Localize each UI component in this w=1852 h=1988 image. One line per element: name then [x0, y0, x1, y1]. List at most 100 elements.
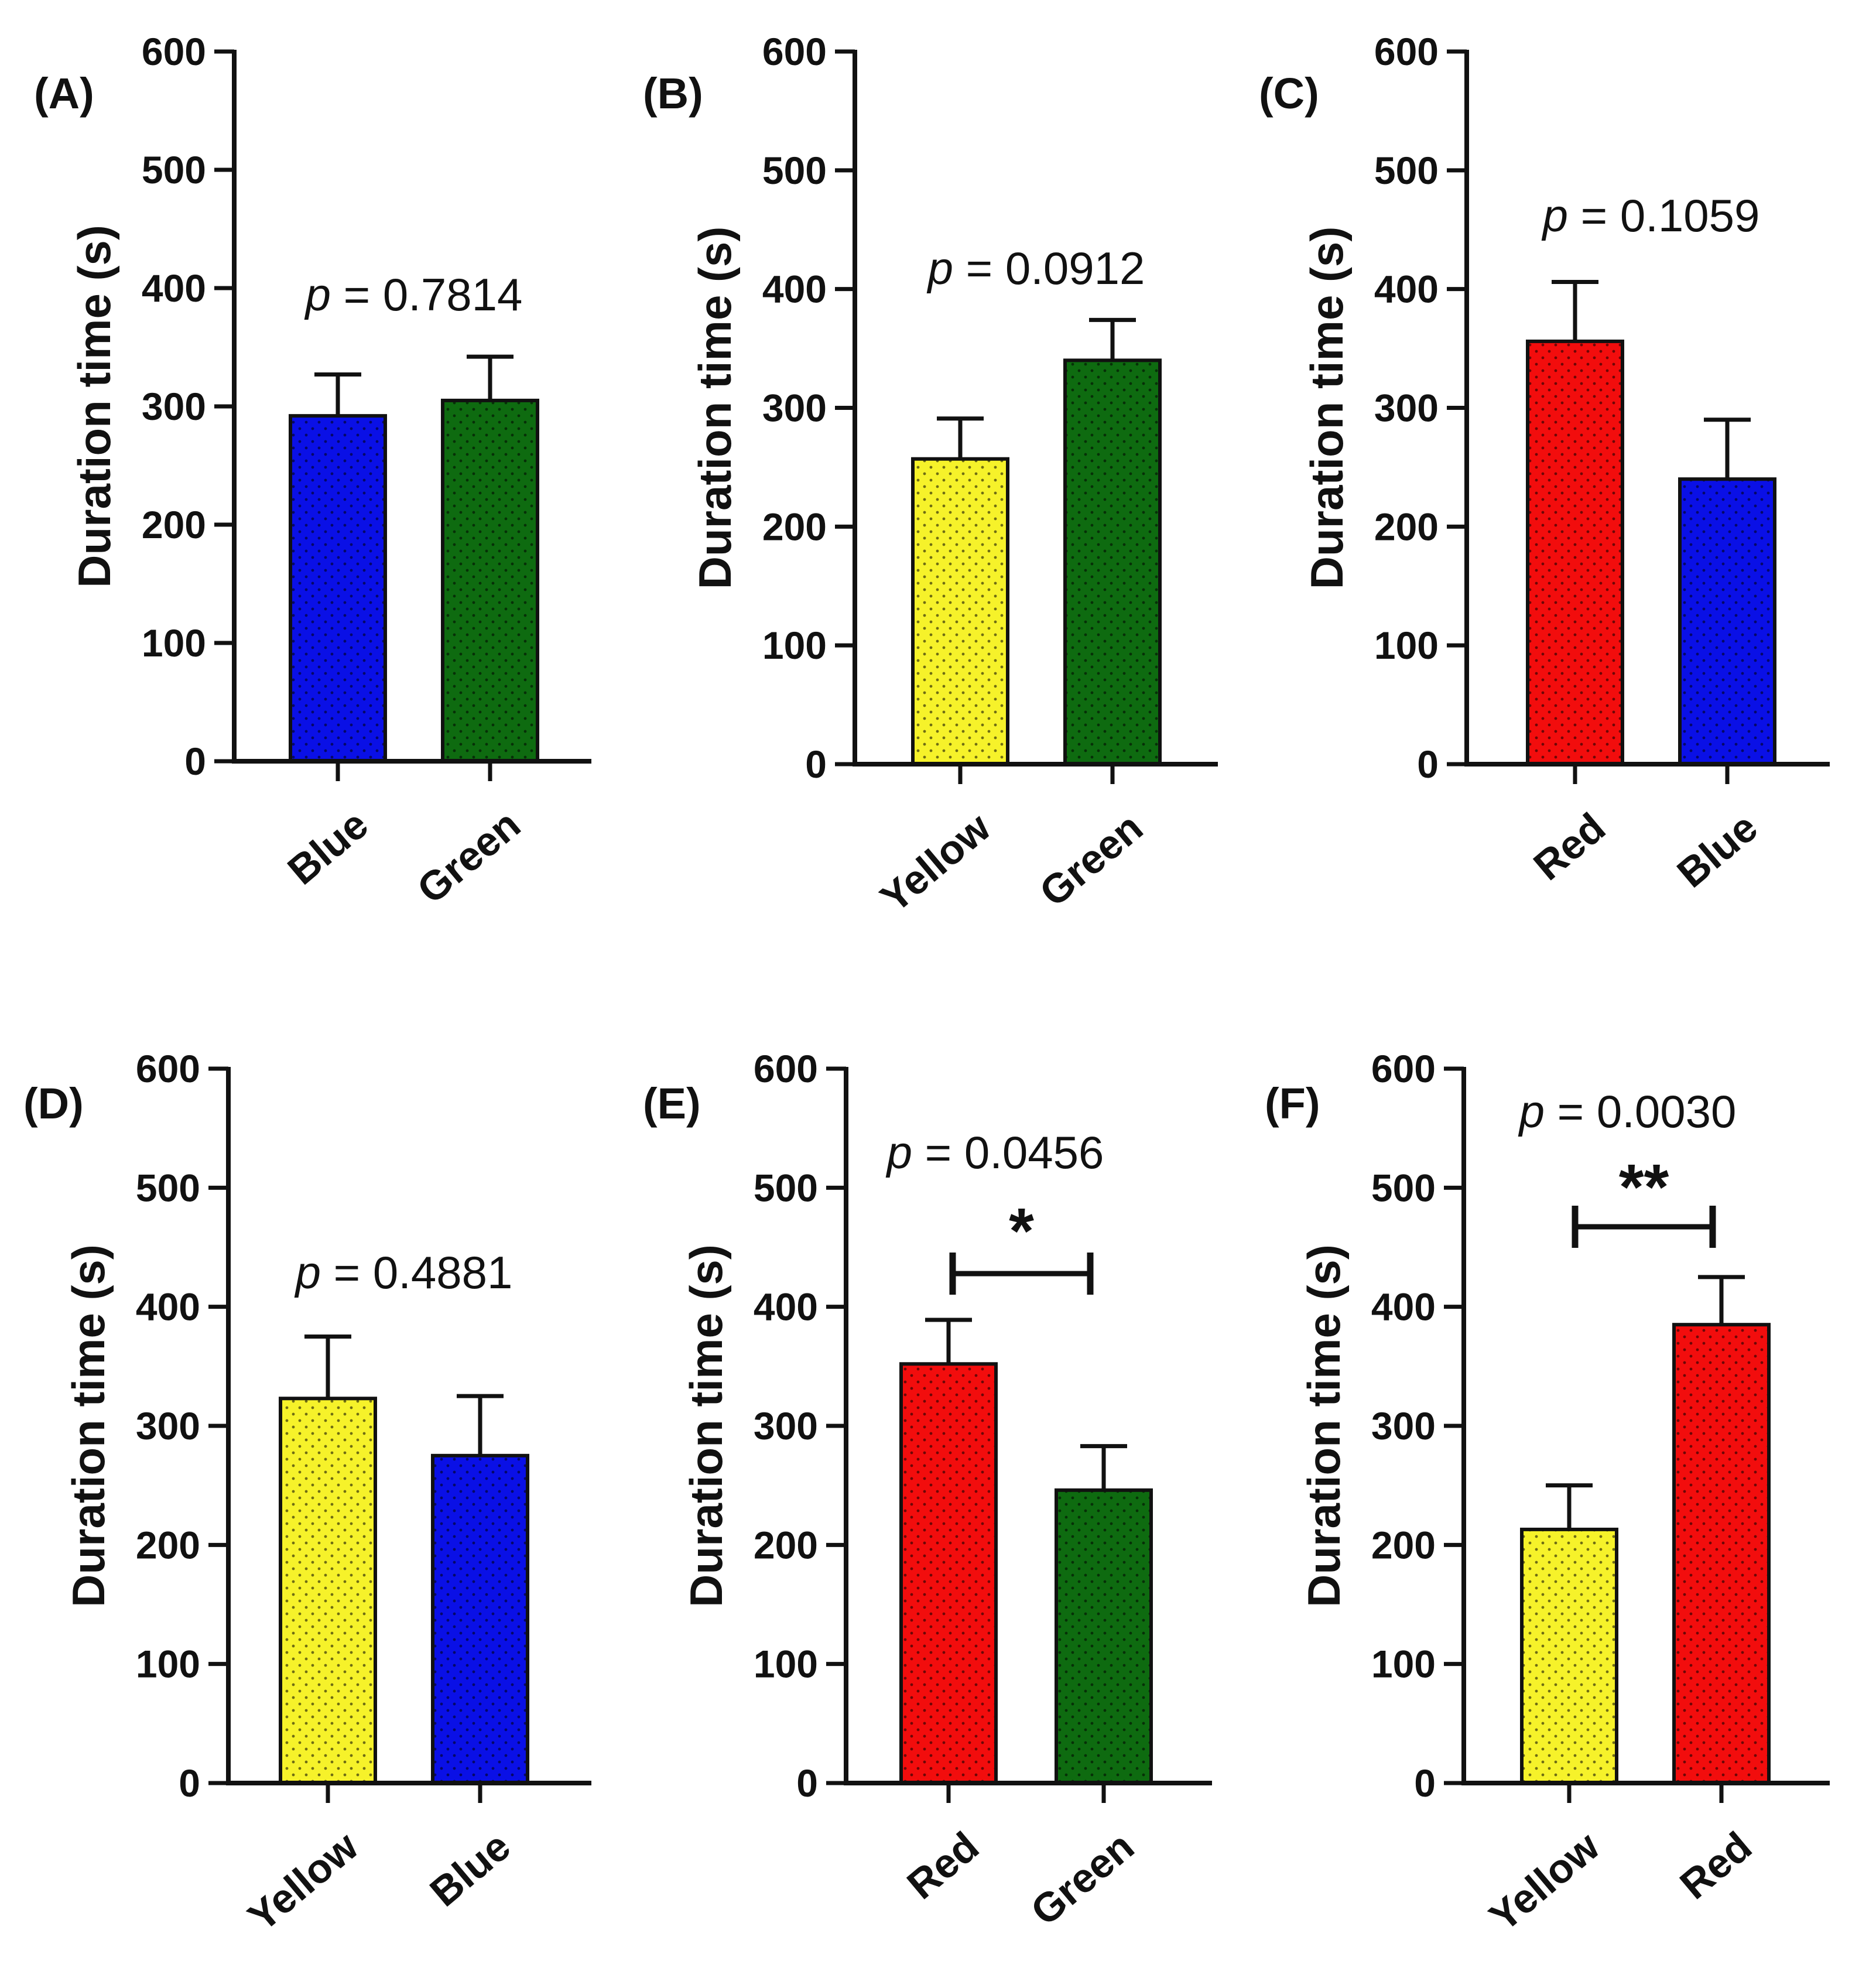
chart-panel-6: (F) Duration time (s) Yellow Red 0 100 200 300 4…: [1265, 1047, 1830, 1940]
bar-pattern: [899, 1362, 998, 1785]
bar-pattern: [1526, 339, 1624, 766]
p-value-number: = 0.0456: [912, 1127, 1104, 1178]
y-tick-label: 200: [1374, 505, 1439, 548]
y-axis-title: Duration time (s): [63, 1244, 114, 1607]
y-tick-label: 600: [762, 30, 827, 73]
bar-pattern: [1055, 1488, 1153, 1785]
chart-panel-2: (B) Duration time (s) Yellow Green 0 100 200 30…: [643, 30, 1218, 921]
panel-letter: (D): [23, 1079, 84, 1128]
p-symbol: p: [1542, 190, 1568, 241]
y-tick-label: 100: [754, 1643, 818, 1686]
panel-letter: (F): [1265, 1079, 1320, 1128]
y-tick-label: 600: [1371, 1047, 1436, 1090]
bar-pattern: [1520, 1527, 1618, 1785]
bar-pattern: [289, 414, 387, 763]
y-tick-label: 400: [136, 1285, 200, 1329]
chart-panel-5: (E) Duration time (s) Red Green 0 100 200 300 40…: [643, 1047, 1212, 1934]
y-axis-title: Duration time (s): [69, 225, 120, 588]
y-tick-label: 400: [142, 266, 206, 310]
p-value-label: p = 0.0456: [886, 1127, 1104, 1178]
category-label: Red: [1672, 1823, 1760, 1908]
panel-letter: (B): [643, 69, 703, 118]
p-value-number: = 0.1059: [1568, 190, 1759, 241]
p-symbol: p: [295, 1247, 321, 1298]
significance-mark: **: [1619, 1151, 1669, 1223]
bar-pattern: [1672, 1323, 1771, 1785]
panel-letter: (A): [34, 69, 94, 118]
p-value-number: = 0.0912: [953, 242, 1145, 294]
category-label: Blue: [1669, 804, 1766, 896]
y-tick-label: 100: [1374, 624, 1439, 667]
y-tick-label: 0: [1417, 742, 1439, 786]
y-tick-label: 300: [1371, 1404, 1436, 1448]
y-tick-label: 500: [142, 148, 206, 191]
bar-pattern: [441, 398, 539, 763]
category-label: Green: [1022, 1823, 1142, 1934]
y-tick-label: 600: [1374, 30, 1439, 73]
bar-pattern: [1063, 358, 1162, 766]
y-tick-label: 100: [142, 621, 206, 665]
y-tick-label: 100: [762, 624, 827, 667]
panel-letter: (C): [1259, 69, 1319, 118]
category-label: Green: [409, 801, 529, 912]
y-tick-label: 0: [179, 1761, 200, 1805]
chart-panel-4: (D) Duration time (s) Yellow Blue 0 100 200 300…: [23, 1047, 591, 1940]
p-value-number: = 0.7814: [331, 269, 522, 320]
y-tick-label: 200: [1371, 1523, 1436, 1566]
y-tick-label: 600: [136, 1047, 200, 1090]
y-tick-label: 100: [1371, 1643, 1436, 1686]
y-axis-title: Duration time (s): [689, 227, 741, 590]
panel-letter: (E): [643, 1079, 701, 1128]
y-tick-label: 500: [762, 149, 827, 192]
y-axis-title: Duration time (s): [1301, 227, 1353, 590]
y-tick-label: 500: [1374, 149, 1439, 192]
p-symbol: p: [886, 1127, 912, 1178]
category-label: Yellow: [872, 804, 999, 921]
y-tick-label: 200: [142, 503, 206, 546]
y-tick-label: 300: [136, 1404, 200, 1448]
category-label: Green: [1031, 804, 1151, 915]
p-symbol: p: [304, 269, 331, 320]
category-label: Yellow: [239, 1823, 367, 1940]
y-axis-title: Duration time (s): [680, 1244, 732, 1607]
y-tick-label: 0: [184, 740, 206, 783]
y-tick-label: 500: [136, 1166, 200, 1209]
y-axis-title: Duration time (s): [1298, 1244, 1350, 1607]
chart-panel-1: (A) Duration time (s) Blue Green 0 100 200 300 4…: [34, 30, 591, 912]
p-value-label: p = 0.4881: [295, 1247, 513, 1298]
category-label: Blue: [279, 801, 376, 893]
bar-pattern: [911, 457, 1009, 766]
y-tick-label: 600: [142, 30, 206, 73]
y-tick-label: 200: [136, 1523, 200, 1566]
y-tick-label: 300: [754, 1404, 818, 1448]
y-tick-label: 100: [136, 1643, 200, 1686]
y-tick-label: 400: [754, 1285, 818, 1329]
p-value-label: p = 0.1059: [1542, 190, 1760, 241]
y-tick-label: 400: [1374, 268, 1439, 311]
p-value-label: p = 0.7814: [304, 269, 523, 320]
y-tick-label: 200: [754, 1523, 818, 1566]
y-tick-label: 0: [805, 742, 827, 786]
y-tick-label: 500: [754, 1166, 818, 1209]
y-tick-label: 300: [1374, 386, 1439, 430]
y-tick-label: 400: [1371, 1285, 1436, 1329]
y-tick-label: 0: [1414, 1761, 1436, 1805]
bar-pattern: [431, 1453, 529, 1785]
p-value-label: p = 0.0030: [1518, 1086, 1737, 1137]
y-tick-label: 300: [142, 385, 206, 428]
y-tick-label: 500: [1371, 1166, 1436, 1209]
bar-pattern: [1678, 477, 1776, 766]
y-tick-label: 0: [796, 1761, 818, 1805]
category-label: Blue: [422, 1823, 519, 1915]
p-value-number: = 0.0030: [1545, 1086, 1736, 1137]
y-tick-label: 400: [762, 268, 827, 311]
category-label: Yellow: [1481, 1823, 1608, 1940]
bar-pattern: [279, 1397, 377, 1785]
y-tick-label: 600: [754, 1047, 818, 1090]
y-tick-label: 200: [762, 505, 827, 548]
category-label: Red: [1525, 804, 1614, 889]
p-symbol: p: [927, 242, 953, 294]
p-value-number: = 0.4881: [321, 1247, 512, 1298]
p-value-label: p = 0.0912: [927, 242, 1145, 294]
